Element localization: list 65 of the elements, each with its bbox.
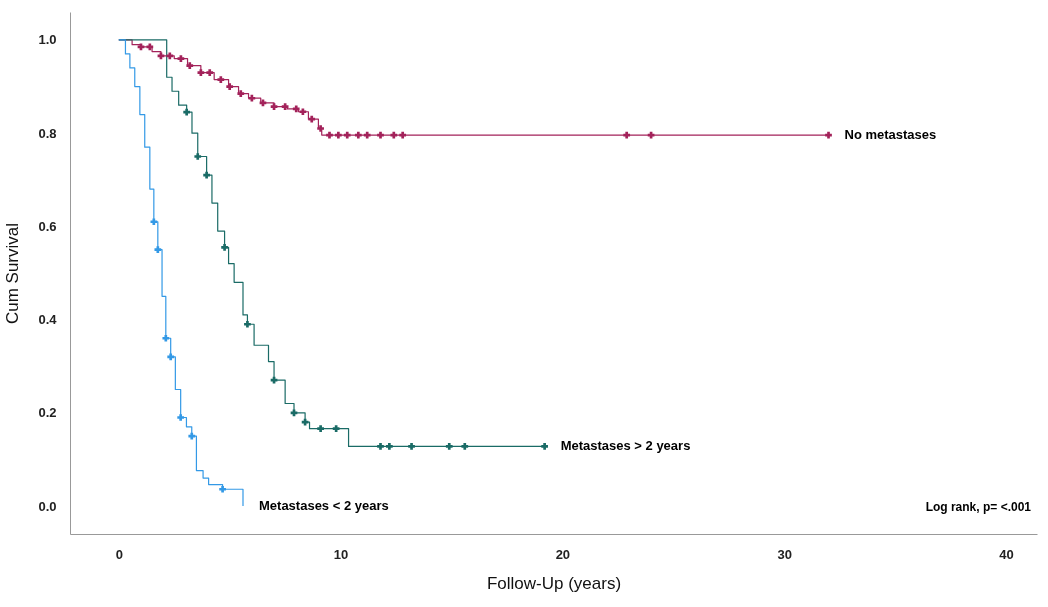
point [386,443,393,450]
point [206,69,214,76]
point [226,83,234,90]
point [157,52,165,60]
y-tick-label: 0.0 [38,498,57,514]
point [825,131,832,139]
point [167,353,175,361]
annotation: Log rank, p= <.001 [925,500,1032,514]
x-tick-label: 20 [555,546,571,562]
point [244,320,251,328]
point [335,131,342,139]
y-axis-title: Cum Survival [3,222,23,325]
point [308,115,316,123]
point [177,414,185,421]
point [221,244,228,251]
series-label: No metastases [844,127,937,143]
point [270,103,278,110]
point [166,52,174,60]
point [248,94,256,102]
point [292,105,300,113]
point [377,443,384,450]
point [186,62,194,69]
point [290,409,298,417]
point [203,171,210,179]
point [150,218,158,226]
x-axis-title: Follow-Up (years) [486,573,622,593]
x-tick-label: 0 [115,546,123,562]
point [188,432,196,440]
y-tick-label: 0.2 [38,405,57,421]
point [237,90,245,97]
point [343,131,351,139]
point [399,131,407,139]
point [461,443,469,450]
point [154,246,162,254]
series-label: Metastases > 2 years [560,438,691,454]
point [408,443,415,450]
point [281,103,289,110]
point [317,425,324,433]
point [177,55,185,62]
y-tick-label: 0.4 [38,312,58,328]
x-tick-label: 10 [333,546,349,562]
point [162,334,170,342]
point [194,153,202,160]
point [197,69,205,76]
y-tick-label: 0.8 [38,125,57,141]
point [183,108,191,116]
point [377,131,384,139]
series-label: Metastases < 2 years [259,498,389,514]
point [445,443,453,450]
point [363,131,371,139]
point [326,131,333,139]
point [354,131,362,139]
point [219,485,226,493]
point [332,425,340,433]
y-tick-label: 1.0 [38,32,57,48]
point [217,76,225,83]
x-tick-label: 40 [999,546,1014,562]
point [541,443,548,450]
point [270,376,278,384]
y-tick-label: 0.6 [38,218,57,234]
x-tick-label: 30 [777,546,792,562]
point [623,131,631,139]
point [299,108,307,116]
point [317,125,324,132]
point [390,131,398,139]
